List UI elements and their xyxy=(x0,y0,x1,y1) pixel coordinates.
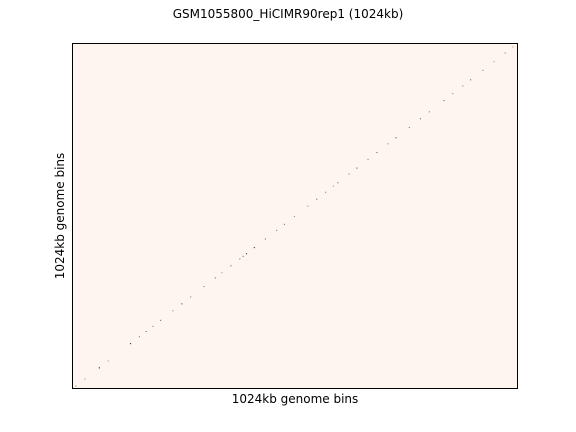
diagonal-cell xyxy=(190,296,191,297)
diagonal-cell xyxy=(215,277,216,278)
diagonal-cell xyxy=(388,143,389,144)
diagonal-cell xyxy=(221,272,222,273)
diagonal-cell xyxy=(333,186,334,187)
diagonal-cell xyxy=(152,326,153,327)
diagonal-cell xyxy=(84,379,85,380)
diagonal-cell xyxy=(462,85,463,86)
diagonal-cell xyxy=(493,61,494,62)
diagonal-cell xyxy=(307,206,308,207)
diagonal-cell xyxy=(452,93,453,94)
diagonal-cell xyxy=(243,256,244,257)
diagonal-cell xyxy=(356,168,357,169)
diagonal-cell xyxy=(349,174,350,175)
diagonal-cell xyxy=(146,331,147,332)
diagonal-cell xyxy=(429,111,430,112)
diagonal-cell xyxy=(395,137,396,138)
diagonal-cell xyxy=(276,230,277,231)
diagonal-cell xyxy=(75,386,76,387)
diagonal-cell xyxy=(420,118,421,119)
diagonal-cell xyxy=(172,310,173,311)
diagonal-cell xyxy=(470,79,471,80)
diagonal-cell xyxy=(337,182,338,183)
diagonal-cell xyxy=(505,53,506,54)
diagonal-cell xyxy=(409,127,410,128)
diagonal-cell xyxy=(130,343,131,344)
diagonal-cell xyxy=(160,320,161,321)
y-axis-label: 1024kb genome bins xyxy=(53,153,67,280)
x-axis-label: 1024kb genome bins xyxy=(72,392,518,406)
diagonal-cell xyxy=(230,265,231,266)
diagonal-cell xyxy=(108,360,109,361)
diagonal-cell xyxy=(512,46,513,47)
diagonal-cell xyxy=(443,100,444,101)
diagonal-cell xyxy=(181,303,182,304)
diagonal-cell xyxy=(139,336,140,337)
diagonal-cell xyxy=(239,258,240,259)
diagonal-cell xyxy=(99,367,100,368)
diagonal-cell xyxy=(482,70,483,71)
diagonal-cell xyxy=(325,192,326,193)
diagonal-cell xyxy=(204,286,205,287)
diagonal-cell xyxy=(265,238,266,239)
diagonal-cell xyxy=(294,216,295,217)
diagonal-cell xyxy=(284,224,285,225)
diagonal-cell xyxy=(376,152,377,153)
diagonal-cell xyxy=(316,199,317,200)
diagonal-cell xyxy=(367,159,368,160)
diagonal-cell xyxy=(254,247,255,248)
diagonal-cell xyxy=(246,253,247,254)
